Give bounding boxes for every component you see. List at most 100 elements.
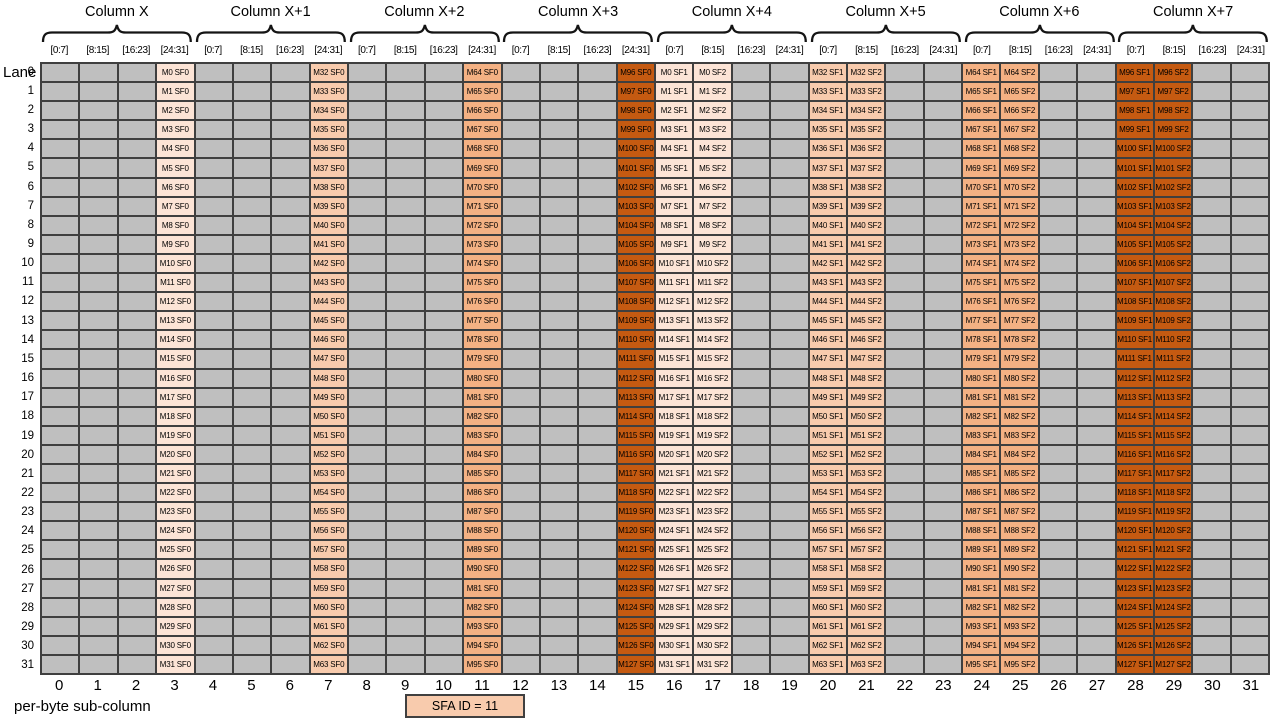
empty-cell [349, 331, 386, 349]
empty-cell [886, 350, 923, 368]
empty-cell [886, 426, 923, 444]
memory-cell: M105 SF1 [1116, 235, 1153, 253]
empty-cell [425, 522, 463, 540]
empty-cell [502, 388, 539, 406]
lane-number: 6 [27, 180, 34, 193]
memory-cell: M83 SF0 [464, 426, 501, 444]
empty-cell [118, 64, 156, 82]
memory-cell: M8 SF1 [656, 216, 693, 234]
subcol-number: 12 [512, 677, 529, 694]
empty-cell [233, 140, 271, 158]
memory-cell: M87 SF0 [464, 503, 501, 521]
empty-cell [1193, 140, 1230, 158]
memory-cell: M21 SF2 [694, 464, 731, 483]
group-braces [40, 23, 1270, 42]
empty-cell [233, 235, 271, 253]
empty-cell [80, 636, 117, 654]
empty-cell [540, 102, 578, 120]
lane-number: 27 [21, 582, 34, 595]
empty-cell [80, 464, 117, 483]
empty-cell [886, 254, 923, 273]
empty-cell [1039, 216, 1077, 234]
empty-cell [42, 121, 79, 139]
subcol-number: 22 [896, 677, 914, 694]
empty-cell [195, 331, 232, 349]
empty-cell [42, 655, 79, 673]
memory-cell: M96 SF1 [1116, 64, 1153, 82]
empty-cell [387, 331, 424, 349]
empty-cell [1039, 484, 1077, 502]
memory-cell: M29 SF1 [656, 617, 693, 635]
memory-cell: M93 SF1 [963, 617, 1000, 635]
memory-cell: M2 SF0 [157, 102, 194, 120]
empty-cell [924, 484, 961, 502]
empty-cell [732, 598, 770, 616]
empty-cell [195, 484, 232, 502]
memory-cell: M66 SF2 [1001, 102, 1038, 120]
empty-cell [233, 388, 271, 406]
empty-cell [1078, 541, 1115, 559]
memory-cell: M10 SF0 [157, 254, 194, 273]
empty-cell [42, 197, 79, 215]
empty-cell [502, 617, 539, 635]
empty-cell [233, 178, 271, 196]
memory-cell: M82 SF2 [1001, 598, 1038, 616]
empty-cell [387, 445, 424, 463]
empty-cell [1078, 274, 1115, 292]
empty-cell [1231, 369, 1268, 387]
lane-number: 28 [21, 601, 34, 614]
subcol-number: 17 [704, 677, 721, 694]
empty-cell [924, 254, 961, 273]
memory-cell: M80 SF2 [1001, 369, 1038, 387]
memory-cell: M72 SF2 [1001, 216, 1038, 234]
empty-cell [1231, 178, 1268, 196]
empty-cell [540, 64, 578, 82]
empty-cell [387, 235, 424, 253]
empty-cell [540, 140, 578, 158]
byte-range-label: [24:31] [468, 45, 496, 56]
memory-cell: M41 SF0 [310, 235, 347, 253]
empty-cell [195, 235, 232, 253]
empty-cell [1078, 407, 1115, 425]
empty-cell [80, 102, 117, 120]
empty-cell [502, 464, 539, 483]
memory-cell: M5 SF0 [157, 159, 194, 177]
memory-cell: M20 SF2 [694, 445, 731, 463]
empty-cell [771, 350, 808, 368]
memory-cell: M68 SF2 [1001, 140, 1038, 158]
byte-range-label: [24:31] [929, 45, 958, 56]
subcol-number: 25 [1011, 677, 1029, 694]
empty-cell [1078, 83, 1115, 101]
empty-cell [1231, 331, 1268, 349]
empty-cell [732, 331, 770, 349]
memory-cell: M8 SF0 [157, 216, 194, 234]
lane-number: 4 [27, 142, 34, 155]
empty-cell [42, 617, 79, 635]
empty-cell [1231, 407, 1268, 425]
memory-cell: M31 SF2 [694, 655, 731, 673]
memory-cell: M125 SF1 [1116, 617, 1153, 635]
empty-cell [1078, 522, 1115, 540]
byte-range-label: [8:15] [547, 45, 571, 56]
empty-cell [425, 484, 463, 502]
empty-cell [118, 503, 156, 521]
memory-cell: M126 SF1 [1116, 636, 1153, 654]
empty-cell [771, 331, 808, 349]
memory-cell: M107 SF0 [617, 274, 654, 292]
empty-cell [80, 350, 117, 368]
memory-cell: M71 SF0 [464, 197, 501, 215]
empty-cell [924, 102, 961, 120]
empty-cell [1078, 102, 1115, 120]
empty-cell [195, 312, 232, 330]
empty-cell [1039, 617, 1077, 635]
empty-cell [924, 522, 961, 540]
memory-cell: M110 SF2 [1154, 331, 1192, 349]
empty-cell [42, 140, 79, 158]
empty-cell [80, 426, 117, 444]
empty-cell [80, 83, 117, 101]
empty-cell [886, 484, 923, 502]
empty-cell [80, 388, 117, 406]
empty-cell [80, 331, 117, 349]
memory-cell: M47 SF1 [809, 350, 846, 368]
empty-cell [233, 216, 271, 234]
